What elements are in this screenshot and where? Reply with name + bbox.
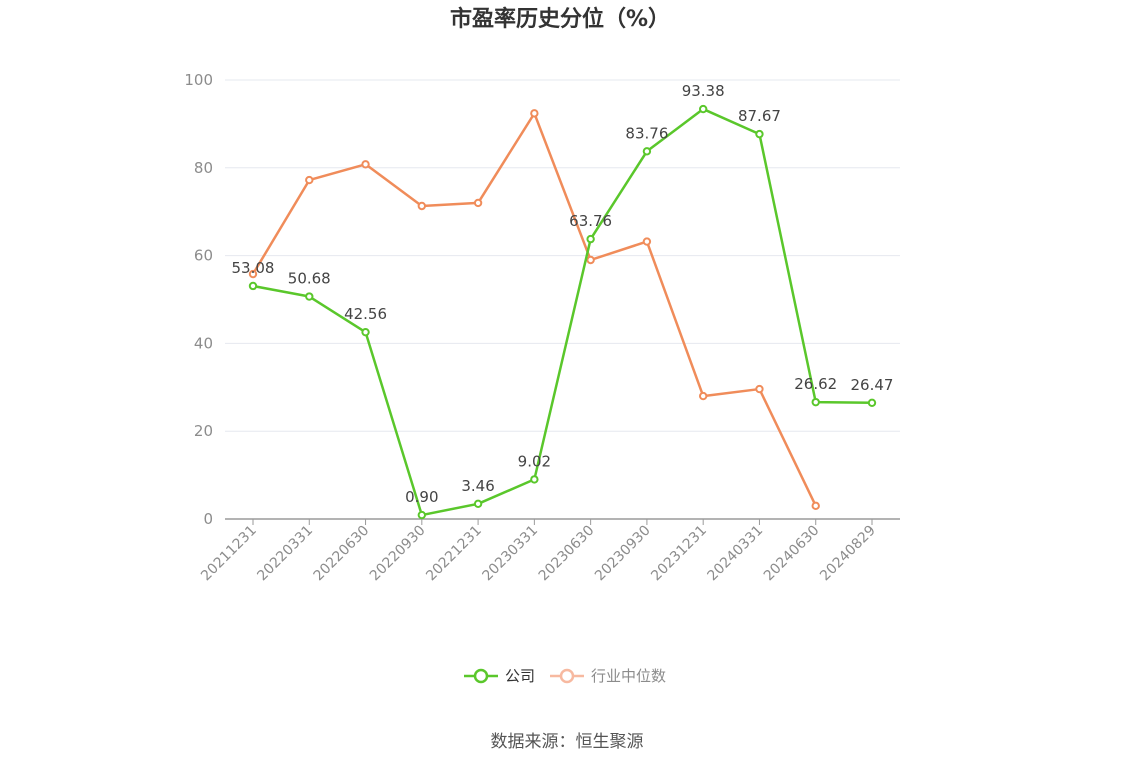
data-label: 83.76 xyxy=(625,124,668,142)
x-tick-label: 20211231 xyxy=(198,523,260,585)
x-tick-label: 20230331 xyxy=(479,523,541,585)
legend-label: 公司 xyxy=(505,667,535,685)
legend-item[interactable]: 行业中位数 xyxy=(550,667,666,685)
x-tick-label: 20220331 xyxy=(254,523,316,585)
data-label: 42.56 xyxy=(344,305,387,323)
y-tick-label: 20 xyxy=(194,422,213,440)
data-point xyxy=(248,281,258,291)
legend-marker xyxy=(559,668,575,684)
data-point xyxy=(698,104,708,114)
y-tick-label: 40 xyxy=(194,334,213,352)
y-tick-label: 80 xyxy=(194,159,213,177)
data-label: 63.76 xyxy=(569,212,612,230)
data-point xyxy=(698,391,708,401)
data-labels: 53.08 50.68 42.56 0.90 3.46 9.02 63.76 83.76 93.… xyxy=(232,82,894,506)
data-label: 0.90 xyxy=(405,488,438,506)
data-point xyxy=(305,292,314,301)
data-point xyxy=(642,147,652,156)
data-point xyxy=(867,398,877,407)
y-tick-label: 0 xyxy=(203,510,213,528)
legend-item[interactable]: 公司 xyxy=(464,667,535,685)
data-point xyxy=(248,269,258,279)
data-source: 数据来源：恒生聚源 xyxy=(491,732,644,752)
legend[interactable]: 公司 行业中位数 xyxy=(464,667,666,685)
grid-lines xyxy=(225,79,900,432)
x-tick-label: 20231231 xyxy=(648,523,710,585)
x-tick-label: 20220630 xyxy=(311,523,373,585)
x-tick-label: 20240331 xyxy=(705,523,767,585)
data-point xyxy=(755,384,764,394)
data-point xyxy=(755,129,764,139)
y-tick-label: 60 xyxy=(194,247,213,265)
x-tick-label: 20230630 xyxy=(536,523,598,585)
data-point xyxy=(473,499,483,509)
data-point xyxy=(530,109,539,118)
data-label: 26.47 xyxy=(851,376,894,394)
data-label: 93.38 xyxy=(682,82,725,100)
data-point xyxy=(305,175,314,185)
data-point xyxy=(417,201,427,211)
x-tick-label: 20230930 xyxy=(592,523,654,585)
x-tick-label: 20221231 xyxy=(423,523,485,585)
data-point xyxy=(530,475,539,484)
data-point xyxy=(417,510,427,520)
data-label: 50.68 xyxy=(288,270,331,288)
data-label: 26.62 xyxy=(794,375,837,393)
data-point xyxy=(811,501,820,511)
data-point xyxy=(811,397,820,407)
x-tick-label: 20220930 xyxy=(367,523,429,585)
y-tick-label: 100 xyxy=(184,71,213,89)
series-lines xyxy=(248,104,877,520)
series-line xyxy=(252,107,873,517)
data-point xyxy=(586,255,595,265)
data-label: 9.02 xyxy=(518,452,551,470)
data-label: 87.67 xyxy=(738,107,781,125)
data-point xyxy=(642,237,652,246)
data-point xyxy=(361,160,370,169)
data-label: 3.46 xyxy=(461,477,494,495)
legend-marker xyxy=(473,668,489,684)
legend-label: 行业中位数 xyxy=(591,667,666,685)
data-label: 53.08 xyxy=(232,259,275,277)
x-tick-label: 20240829 xyxy=(817,523,879,585)
data-point xyxy=(361,327,370,337)
x-tick-label: 20240630 xyxy=(761,523,823,585)
data-point xyxy=(473,198,483,208)
data-point xyxy=(586,234,595,244)
chart-title: 市盈率历史分位（%） xyxy=(450,6,670,32)
axes: 0204060801002021123120220331202206302022… xyxy=(184,71,900,584)
series-line xyxy=(251,112,817,507)
